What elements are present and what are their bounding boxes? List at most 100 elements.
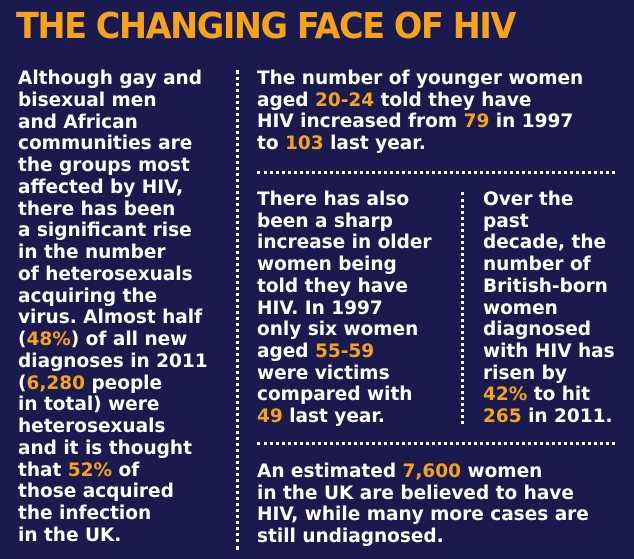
- text-segment: past: [483, 210, 529, 232]
- text-segment: bisexual men: [18, 89, 157, 111]
- text-line: told they have: [257, 276, 432, 298]
- text-line: to 103 last year.: [257, 133, 583, 155]
- text-segment: Over the: [483, 189, 574, 210]
- text-line: (48%) of all new: [18, 329, 208, 351]
- text-segment: been a sharp: [257, 210, 393, 232]
- text-segment: the groups most: [18, 155, 190, 176]
- text-segment: still undiagnosed.: [257, 526, 444, 548]
- text-segment: British-born: [483, 275, 608, 297]
- text-segment: diagnoses in 2011: [18, 350, 208, 372]
- highlighted-figure: 52%: [67, 459, 113, 481]
- text-line: There has also: [257, 189, 432, 211]
- text-line: increase in older: [257, 232, 432, 254]
- horizontal-divider-top: [257, 171, 615, 174]
- text-segment: in 1997: [489, 111, 574, 133]
- text-segment: (: [18, 372, 27, 394]
- middle-left-text: There has also been a sharp increase in ol…: [257, 189, 432, 428]
- text-segment: and it is thought: [18, 437, 192, 459]
- text-segment: (: [18, 329, 27, 350]
- text-line: in the UK.: [18, 525, 208, 547]
- text-line: diagnoses in 2011: [18, 351, 208, 373]
- text-segment: were victims: [257, 362, 390, 384]
- text-line: aged 55-59: [257, 341, 432, 363]
- text-segment: to hit: [527, 384, 591, 406]
- text-segment: with HIV has: [483, 340, 615, 362]
- text-segment: risen by: [483, 362, 567, 384]
- text-segment: of heterosexuals: [18, 263, 193, 285]
- text-segment: Although gay and: [18, 68, 202, 89]
- text-line: HIV, while many more cases are: [257, 504, 589, 526]
- text-segment: acquiring the: [18, 285, 158, 307]
- text-segment: in 2011.: [521, 406, 613, 428]
- text-line: diagnosed: [483, 319, 615, 341]
- text-line: aged 20-24 told they have: [257, 90, 583, 112]
- text-line: 265 in 2011.: [483, 406, 615, 428]
- text-segment: told they have: [374, 89, 532, 111]
- text-line: HIV. In 1997: [257, 298, 432, 320]
- text-segment: women being: [257, 254, 397, 276]
- text-line: communities are: [18, 133, 208, 155]
- text-segment: the infection: [18, 503, 152, 524]
- text-line: of heterosexuals: [18, 264, 208, 286]
- text-line: in the UK are believed to have: [257, 483, 589, 505]
- text-line: HIV increased from 79 in 1997: [257, 111, 583, 133]
- text-segment: HIV, while many more cases are: [257, 504, 589, 526]
- text-segment: increase in older: [257, 232, 432, 254]
- text-line: those acquired: [18, 481, 208, 503]
- text-line: and African: [18, 112, 208, 134]
- text-segment: aged: [257, 89, 315, 111]
- vertical-divider-middle: [461, 192, 464, 424]
- text-segment: only six women: [257, 319, 419, 341]
- text-line: affected by HIV,: [18, 177, 208, 199]
- text-segment: HIV. In 1997: [257, 297, 383, 319]
- text-line: heterosexuals: [18, 416, 208, 438]
- bottom-right-text: An estimated 7,600 women in the UK are be…: [257, 461, 589, 548]
- middle-right-text: Over the past decade, the number of British-…: [483, 189, 615, 428]
- vertical-divider-main: [236, 70, 239, 550]
- text-segment: compared with: [257, 384, 413, 406]
- highlighted-figure: 55-59: [314, 340, 375, 362]
- text-line: women: [483, 298, 615, 320]
- highlighted-figure: 7,600: [402, 461, 462, 482]
- text-segment: affected by HIV,: [18, 176, 184, 198]
- text-segment: in the number: [18, 242, 166, 263]
- text-line: compared with: [257, 384, 432, 406]
- text-line: the infection: [18, 503, 208, 525]
- text-line: women being: [257, 254, 432, 276]
- text-line: The number of younger women: [257, 68, 583, 90]
- text-line: with HIV has: [483, 341, 615, 363]
- text-segment: women: [483, 297, 558, 319]
- text-line: An estimated 7,600 women: [257, 461, 589, 483]
- highlighted-figure: 103: [285, 133, 324, 155]
- text-line: bisexual men: [18, 90, 208, 112]
- text-line: number of: [483, 254, 615, 276]
- text-segment: of: [112, 459, 140, 481]
- highlighted-figure: 79: [463, 111, 490, 133]
- text-segment: there has been: [18, 198, 176, 220]
- text-segment: people: [85, 372, 163, 394]
- text-segment: communities are: [18, 133, 193, 155]
- text-line: a significant rise: [18, 220, 208, 242]
- text-line: Although gay and: [18, 68, 208, 90]
- text-line: 42% to hit: [483, 384, 615, 406]
- top-right-text: The number of younger women aged 20-24 to…: [257, 68, 583, 155]
- horizontal-divider-bottom: [257, 442, 615, 445]
- text-line: acquiring the: [18, 286, 208, 308]
- text-segment: virus. Almost half: [18, 307, 203, 329]
- left-column-text: Although gay and bisexual men and African c…: [18, 68, 208, 547]
- text-segment: last year.: [323, 133, 426, 155]
- text-line: (6,280 people: [18, 373, 208, 395]
- page-title: THE CHANGING FACE OF HIV: [16, 6, 516, 47]
- text-line: that 52% of: [18, 460, 208, 482]
- text-line: past: [483, 211, 615, 233]
- text-segment: aged: [257, 340, 315, 362]
- text-line: 49 last year.: [257, 406, 432, 428]
- text-segment: diagnosed: [483, 319, 591, 341]
- text-segment: The number of younger women: [257, 68, 584, 89]
- text-line: in the number: [18, 242, 208, 264]
- text-line: Over the: [483, 189, 615, 211]
- text-line: British-born: [483, 276, 615, 298]
- text-segment: number of: [483, 254, 591, 276]
- highlighted-figure: 48%: [26, 329, 71, 350]
- text-segment: HIV increased from: [257, 111, 464, 133]
